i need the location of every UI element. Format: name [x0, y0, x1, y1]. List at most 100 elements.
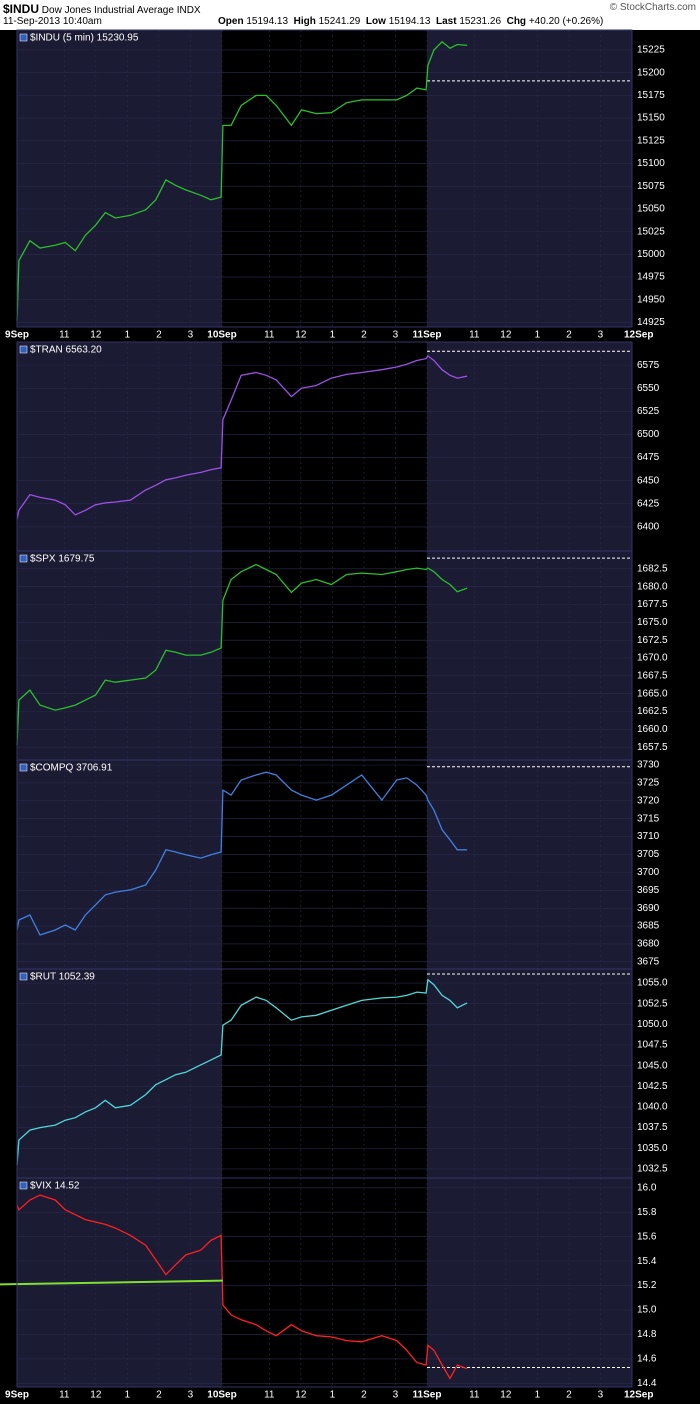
y-tick-label: 6500	[637, 429, 660, 440]
session-band	[427, 969, 632, 1178]
x-tick-label: 2	[566, 1390, 572, 1401]
session-band	[427, 1178, 632, 1387]
y-tick-label: 15125	[637, 135, 665, 146]
session-band	[17, 969, 222, 1178]
y-tick-label: 1662.5	[637, 706, 668, 717]
x-tick-label: 10Sep	[207, 330, 236, 341]
x-tick-label: 1	[330, 330, 336, 341]
stat-value: +40.20 (+0.26%)	[528, 16, 604, 27]
y-tick-label: 1675.0	[637, 617, 668, 628]
x-tick-label: 2	[156, 1390, 162, 1401]
x-tick-label: 11	[264, 1390, 275, 1401]
y-tick-label: 14925	[637, 317, 665, 328]
y-tick-label: 1680.0	[637, 581, 668, 592]
x-tick-label: 12	[500, 1390, 512, 1401]
x-tick-label: 3	[598, 1390, 604, 1401]
panel-label: $SPX 1679.75	[30, 554, 95, 565]
y-tick-label: 15175	[637, 90, 665, 101]
y-tick-label: 1670.0	[637, 653, 668, 664]
price-line	[16, 40, 468, 321]
y-tick-label: 1682.5	[637, 563, 668, 574]
session-band	[222, 760, 427, 969]
datetime: 11-Sep-2013 10:40am	[3, 16, 102, 27]
y-tick-label: 1032.5	[637, 1164, 668, 1175]
stat-label: Open	[218, 16, 244, 27]
y-tick-label: 15.6	[637, 1231, 657, 1242]
x-tick-label: 12	[500, 330, 512, 341]
x-tick-label: 12Sep	[624, 1390, 653, 1401]
y-tick-label: 15000	[637, 249, 665, 260]
y-tick-label: 14975	[637, 272, 665, 283]
y-tick-label: 1672.5	[637, 635, 668, 646]
x-tick-label: 3	[188, 330, 194, 341]
session-band	[427, 760, 632, 969]
x-tick-label: 1	[535, 330, 541, 341]
stat-label: Chg	[506, 16, 527, 27]
x-tick-label: 11Sep	[413, 330, 442, 341]
x-tick-label: 3	[393, 1390, 399, 1401]
panel-label: $RUT 1052.39	[30, 972, 95, 983]
x-tick-label: 9Sep	[5, 1390, 29, 1401]
session-band	[17, 30, 222, 327]
panel-border	[16, 1177, 633, 1388]
y-tick-label: 1667.5	[637, 670, 668, 681]
session-band	[427, 551, 632, 760]
session-band	[427, 342, 632, 551]
price-line	[16, 354, 468, 520]
x-tick-label: 12	[90, 330, 102, 341]
y-tick-label: 15225	[637, 45, 665, 56]
y-tick-label: 15.2	[637, 1280, 657, 1291]
stat-value: 15231.26	[459, 16, 502, 27]
y-tick-label: 1042.5	[637, 1081, 668, 1092]
y-tick-label: 3710	[637, 831, 660, 842]
x-tick-label: 11	[469, 330, 480, 341]
symbol: $INDU	[3, 2, 40, 16]
stat-value: 15194.13	[246, 16, 289, 27]
y-tick-label: 1045.0	[637, 1060, 668, 1071]
y-tick-label: 1047.5	[637, 1040, 668, 1051]
y-tick-label: 15025	[637, 226, 665, 237]
x-tick-label: 1	[125, 1390, 131, 1401]
session-band	[222, 342, 427, 551]
y-tick-label: 15.4	[637, 1256, 657, 1267]
x-tick-label: 3	[188, 1390, 194, 1401]
legend-swatch	[19, 763, 28, 772]
y-tick-label: 3725	[637, 778, 660, 789]
exchange: INDX	[176, 5, 201, 16]
y-tick-label: 3700	[637, 867, 660, 878]
y-tick-label: 15075	[637, 181, 665, 192]
session-band	[17, 342, 222, 551]
stat-value: 15241.29	[318, 16, 361, 27]
session-band	[222, 1178, 427, 1387]
session-band	[17, 760, 222, 969]
y-tick-label: 1052.5	[637, 998, 668, 1009]
y-tick-label: 6400	[637, 522, 660, 533]
y-tick-label: 3675	[637, 956, 660, 967]
y-tick-label: 6575	[637, 360, 660, 371]
x-tick-label: 12Sep	[624, 330, 653, 341]
y-tick-label: 6450	[637, 475, 660, 486]
y-tick-label: 15.0	[637, 1305, 657, 1316]
x-tick-label: 11	[469, 1390, 480, 1401]
price-line	[16, 771, 468, 936]
y-tick-label: 1665.0	[637, 688, 668, 699]
y-tick-label: 14.4	[637, 1378, 657, 1389]
y-tick-label: 3695	[637, 885, 660, 896]
y-tick-label: 1050.0	[637, 1019, 668, 1030]
x-tick-label: 12	[90, 1390, 102, 1401]
y-tick-label: 6475	[637, 452, 660, 463]
y-tick-label: 15150	[637, 113, 665, 124]
y-tick-label: 15.8	[637, 1207, 657, 1218]
y-tick-label: 3690	[637, 903, 660, 914]
session-band	[222, 551, 427, 760]
x-tick-label: 1	[535, 1390, 541, 1401]
session-band	[427, 30, 632, 327]
index-name: Dow Jones Industrial Average	[41, 5, 174, 16]
x-tick-label: 1	[125, 330, 131, 341]
x-tick-label: 12	[295, 1390, 307, 1401]
y-tick-label: 16.0	[637, 1182, 657, 1193]
y-tick-label: 1037.5	[637, 1122, 668, 1133]
x-tick-label: 2	[361, 1390, 367, 1401]
